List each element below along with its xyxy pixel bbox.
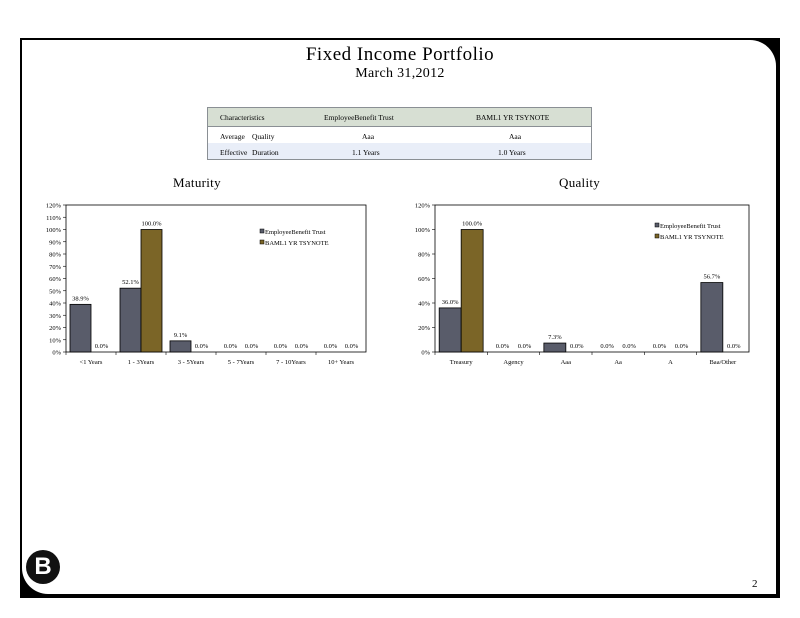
quality-chart-title: Quality — [559, 175, 601, 190]
quality-chart: 0% 20% 40% 60% 80% 100% 120% 36.0% 100.0% Treasur… — [415, 203, 750, 366]
page-subtitle: March 31,2012 — [355, 66, 445, 81]
table-row2-label2: Duration — [252, 148, 279, 157]
maturity-bar — [119, 287, 142, 353]
maturity-bar — [140, 229, 163, 353]
table-row2-label: Effective — [220, 148, 248, 157]
maturity-data-label: 0.0% — [95, 343, 109, 350]
maturity-bar — [169, 340, 192, 353]
table-header-trust: EmployeeBenefit Trust — [324, 113, 394, 122]
quality-legend-swatch — [654, 222, 660, 228]
quality-data-label: 0.0% — [653, 343, 667, 350]
maturity-y-tick-label: 80% — [49, 252, 62, 259]
quality-y-tick-label: 0% — [421, 350, 430, 357]
maturity-y-tick-label: 50% — [49, 288, 62, 295]
quality-y-tick-label: 120% — [415, 203, 431, 210]
quality-x-tick-label: A — [668, 359, 673, 366]
quality-y-tick-label: 100% — [415, 227, 431, 234]
table-row-shade — [208, 143, 591, 159]
maturity-chart-title: Maturity — [173, 175, 221, 190]
maturity-x-tick-label: 3 - 5Years — [178, 359, 205, 366]
maturity-bar — [69, 303, 92, 353]
table-row1-trust-value: Aaa — [362, 132, 375, 141]
maturity-x-tick-label: 7 - 10Years — [276, 359, 306, 366]
characteristics-table: Characteristics EmployeeBenefit Trust BA… — [207, 107, 592, 160]
quality-legend-swatch — [654, 233, 660, 239]
quality-data-label: 0.0% — [727, 343, 741, 350]
quality-y-tick-label: 60% — [418, 276, 431, 283]
maturity-data-label: 52.1% — [122, 279, 139, 286]
quality-x-tick-label: Aaa — [561, 359, 572, 366]
quality-data-label: 100.0% — [462, 221, 483, 228]
maturity-y-tick-label: 30% — [49, 313, 62, 320]
quality-x-tick-label: Baa/Other — [709, 359, 737, 366]
quality-data-label: 0.0% — [600, 343, 614, 350]
maturity-x-tick-label: 5 - 7Years — [228, 359, 255, 366]
maturity-y-tick-label: 40% — [49, 301, 62, 308]
quality-bar — [700, 282, 724, 353]
quality-x-tick-label: Treasury — [450, 359, 474, 366]
maturity-y-tick-label: 10% — [49, 337, 62, 344]
maturity-y-tick-label: 110% — [46, 215, 62, 222]
maturity-y-tick-label: 100% — [46, 227, 62, 234]
maturity-legend-swatch — [259, 228, 265, 234]
maturity-x-tick-label: 10+ Years — [328, 359, 355, 366]
quality-x-tick-label: Agency — [503, 359, 524, 366]
quality-y-tick-label: 40% — [418, 301, 431, 308]
quality-data-label: 0.0% — [675, 343, 689, 350]
quality-data-label: 0.0% — [496, 343, 510, 350]
maturity-y-tick-label: 0% — [52, 350, 61, 357]
quality-data-label: 56.7% — [703, 274, 720, 281]
page-number: 2 — [752, 578, 758, 590]
maturity-y-tick-label: 90% — [49, 239, 62, 246]
maturity-y-tick-label: 60% — [49, 276, 62, 283]
maturity-data-label: 0.0% — [324, 343, 338, 350]
maturity-y-tick-label: 70% — [49, 264, 62, 271]
table-row2-benchmark-value: 1.0 Years — [498, 148, 526, 157]
table-header-row — [208, 108, 591, 127]
maturity-y-tick-label: 20% — [49, 325, 62, 332]
maturity-y-tick-label: 120% — [46, 203, 62, 210]
page-title: Fixed Income Portfolio — [305, 44, 495, 65]
maturity-legend-swatch — [259, 239, 265, 245]
maturity-legend-label: EmployeeBenefit Trust — [265, 229, 326, 236]
maturity-data-label: 100.0% — [141, 221, 162, 228]
quality-data-label: 36.0% — [442, 299, 459, 306]
maturity-data-label: 0.0% — [245, 343, 259, 350]
company-logo: B — [26, 550, 60, 584]
quality-data-label: 7.3% — [548, 334, 562, 341]
quality-data-label: 0.0% — [622, 343, 636, 350]
quality-legend-label: BAML1 YR TSYNOTE — [660, 234, 724, 241]
quality-legend-label: EmployeeBenefit Trust — [660, 223, 721, 230]
quality-data-label: 0.0% — [518, 343, 532, 350]
table-header-benchmark: BAML1 YR TSYNOTE — [476, 113, 550, 122]
table-row1-benchmark-value: Aaa — [509, 132, 522, 141]
quality-data-label: 0.0% — [570, 343, 584, 350]
maturity-data-label: 0.0% — [195, 343, 209, 350]
maturity-data-label: 0.0% — [345, 343, 359, 350]
maturity-x-tick-label: 1 - 3Years — [128, 359, 155, 366]
maturity-x-tick-label: <1 Years — [80, 359, 103, 366]
maturity-plot-area — [65, 204, 367, 353]
table-row2-trust-value: 1.1 Years — [352, 148, 380, 157]
maturity-data-label: 38.9% — [72, 295, 89, 302]
quality-y-tick-label: 20% — [418, 325, 431, 332]
maturity-data-label: 0.0% — [295, 343, 309, 350]
maturity-legend-label: BAML1 YR TSYNOTE — [265, 240, 329, 247]
quality-bar — [543, 342, 567, 353]
quality-bar — [460, 229, 484, 353]
maturity-data-label: 9.1% — [174, 332, 188, 339]
maturity-chart: 0% 10% 20% 30% 40% 50% 60% 70% 80% 90% 100% 110% 120… — [46, 203, 367, 366]
quality-plot-area — [434, 204, 750, 353]
quality-bar — [438, 307, 462, 353]
table-row1-label: Average — [220, 132, 245, 141]
quality-y-tick-label: 80% — [418, 252, 431, 259]
maturity-data-label: 0.0% — [274, 343, 288, 350]
table-header-characteristics: Characteristics — [220, 113, 265, 122]
table-row1-label2: Quality — [252, 132, 275, 141]
maturity-data-label: 0.0% — [224, 343, 238, 350]
quality-x-tick-label: Aa — [614, 359, 622, 366]
